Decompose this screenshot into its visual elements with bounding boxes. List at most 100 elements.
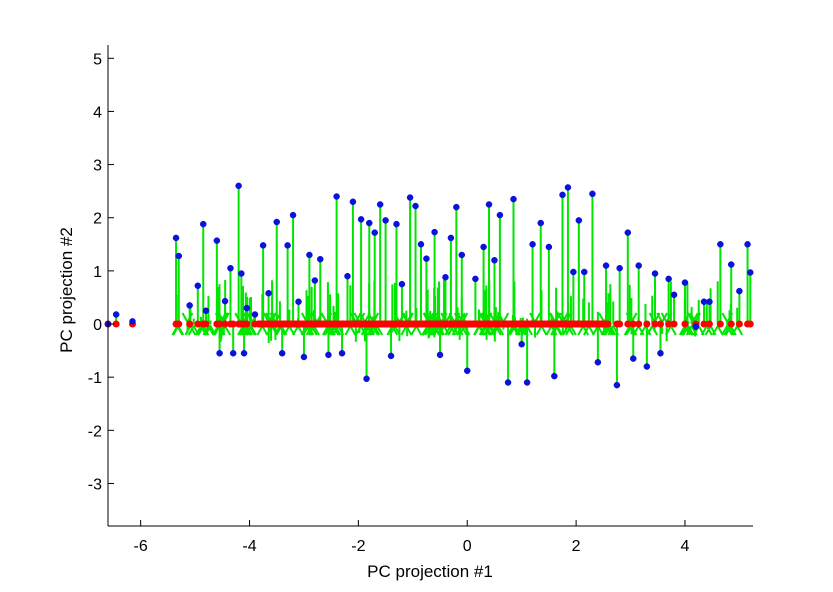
projected-point xyxy=(665,320,673,328)
data-point xyxy=(325,351,332,359)
data-point xyxy=(616,264,623,272)
data-point xyxy=(333,193,340,200)
data-point xyxy=(344,272,351,280)
data-point xyxy=(570,268,577,276)
arrow-head xyxy=(686,312,699,325)
data-point xyxy=(643,363,651,370)
projected-point xyxy=(221,320,229,328)
data-point xyxy=(265,289,272,297)
data-point xyxy=(523,379,531,386)
arrow-head xyxy=(187,323,200,336)
data-point xyxy=(194,282,202,290)
data-point xyxy=(284,242,291,249)
projected-point xyxy=(635,320,643,328)
data-point xyxy=(706,298,713,305)
data-point xyxy=(670,291,678,299)
data-point xyxy=(398,280,406,288)
data-point xyxy=(559,191,566,199)
data-point xyxy=(221,297,229,305)
data-point xyxy=(240,350,248,357)
data-point xyxy=(423,255,430,262)
projected-point xyxy=(629,320,637,328)
y-tick-label: 5 xyxy=(93,51,102,68)
y-tick-label: -1 xyxy=(88,370,102,387)
projected-point xyxy=(727,320,735,328)
projected-point xyxy=(670,320,678,328)
y-axis-label: PC projection #2 xyxy=(57,227,76,353)
x-tick-label: 2 xyxy=(572,538,581,555)
data-point xyxy=(518,340,525,348)
data-point xyxy=(186,302,193,309)
projected-point xyxy=(681,320,689,328)
data-point xyxy=(463,367,471,375)
x-tick-label: -2 xyxy=(351,538,365,555)
data-point xyxy=(229,350,237,357)
data-point xyxy=(129,318,136,325)
y-tick-label: -3 xyxy=(88,476,102,493)
data-point xyxy=(371,229,378,236)
plot-area xyxy=(104,182,754,389)
data-point xyxy=(227,264,234,272)
data-point xyxy=(491,257,498,264)
projected-point xyxy=(656,320,664,328)
y-tick-label: 3 xyxy=(93,158,102,175)
data-point xyxy=(537,219,544,227)
data-point xyxy=(202,307,210,314)
data-point xyxy=(665,275,672,283)
data-point xyxy=(551,372,558,380)
data-point xyxy=(496,211,504,219)
data-point xyxy=(306,251,313,259)
data-point xyxy=(529,241,536,248)
y-tick-label: 0 xyxy=(93,317,102,334)
data-point xyxy=(235,182,242,190)
data-point xyxy=(453,203,460,211)
data-point xyxy=(635,262,642,269)
data-point xyxy=(216,350,223,357)
data-point xyxy=(736,287,743,295)
data-point xyxy=(747,269,754,276)
data-point xyxy=(436,351,444,359)
projected-points-band xyxy=(254,320,612,328)
data-point xyxy=(175,252,183,260)
y-tick-label: 4 xyxy=(93,104,102,121)
data-point xyxy=(278,350,286,357)
data-point xyxy=(657,350,664,357)
ticks: -6 -4 -2 0 2 4 -3 -2 -1 0 1 2 3 4 5 xyxy=(88,51,690,555)
data-point xyxy=(602,262,610,269)
data-point xyxy=(406,194,414,201)
data-point xyxy=(613,381,621,389)
data-point xyxy=(382,217,389,224)
projected-point xyxy=(243,320,251,328)
data-point xyxy=(700,298,708,305)
projected-point xyxy=(216,320,224,328)
projected-point xyxy=(112,320,120,328)
data-point xyxy=(744,241,751,248)
data-point xyxy=(357,216,365,223)
data-point xyxy=(259,242,267,249)
x-axis-label: PC projection #1 xyxy=(367,562,493,581)
arrow-head xyxy=(682,323,695,336)
data-point xyxy=(112,311,120,318)
data-point xyxy=(363,375,370,383)
data-point xyxy=(480,243,487,251)
data-point xyxy=(442,274,449,281)
data-point xyxy=(630,355,637,362)
x-tick-label: 4 xyxy=(681,538,690,555)
data-point xyxy=(472,275,479,283)
data-point xyxy=(311,277,319,284)
data-point xyxy=(727,261,735,268)
projected-point xyxy=(651,320,659,328)
projected-point xyxy=(186,320,194,328)
data-point xyxy=(447,234,455,242)
projected-point xyxy=(735,320,743,328)
data-point xyxy=(273,218,280,226)
projected-point xyxy=(202,320,210,328)
data-point xyxy=(213,237,221,244)
projected-point xyxy=(616,320,624,328)
projected-point xyxy=(229,320,237,328)
x-tick-label: -4 xyxy=(242,538,256,555)
y-tick-label: 1 xyxy=(93,264,102,281)
data-point xyxy=(317,255,324,263)
data-point xyxy=(692,323,700,330)
